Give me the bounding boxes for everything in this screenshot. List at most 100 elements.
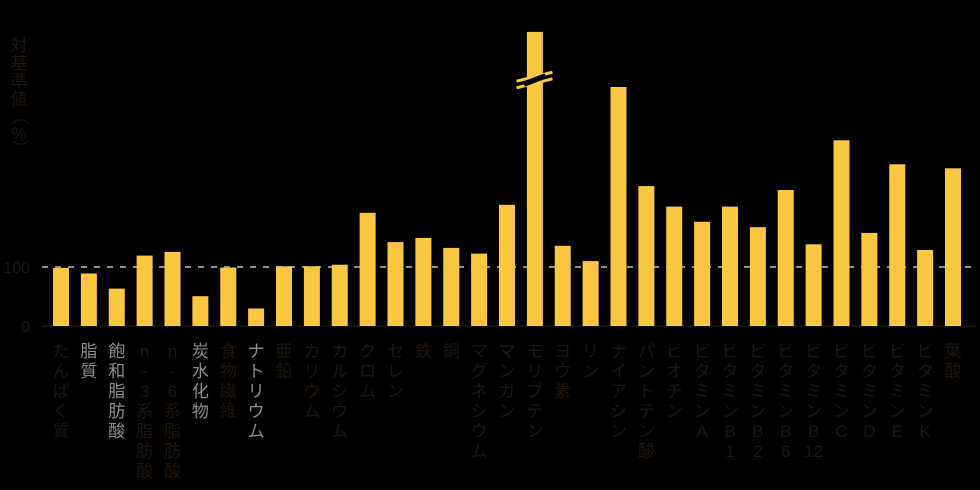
svg-text:タ: タ	[749, 362, 766, 381]
svg-text:ン: ン	[582, 362, 599, 381]
svg-text:ン: ン	[917, 402, 934, 421]
svg-text:テ: テ	[638, 402, 655, 421]
svg-text:炭: 炭	[192, 342, 209, 361]
svg-text:1: 1	[725, 442, 734, 461]
svg-text:質: 質	[80, 362, 97, 381]
svg-text:ビ: ビ	[749, 342, 766, 361]
svg-text:値: 値	[11, 90, 28, 109]
svg-text:カ: カ	[331, 342, 348, 361]
svg-text:タ: タ	[777, 362, 794, 381]
svg-text:ム: ム	[303, 402, 320, 421]
svg-text:B: B	[752, 422, 763, 441]
svg-text:く: く	[53, 402, 70, 421]
svg-text:ロ: ロ	[359, 362, 376, 381]
svg-text:）: ）	[10, 140, 29, 157]
svg-text:ン: ン	[638, 422, 655, 441]
svg-text:飽: 飽	[108, 342, 125, 361]
svg-text:ミ: ミ	[777, 382, 794, 401]
svg-text:タ: タ	[694, 362, 711, 381]
svg-text:グ: グ	[471, 362, 488, 381]
svg-text:ん: ん	[53, 362, 70, 381]
svg-text:酸: 酸	[945, 362, 962, 381]
svg-text:ビ: ビ	[777, 342, 794, 361]
svg-text:食: 食	[220, 342, 237, 361]
svg-text:ナ: ナ	[610, 342, 627, 361]
svg-text:ン: ン	[861, 402, 878, 421]
svg-text:ヨ: ヨ	[554, 342, 571, 361]
svg-text:肪: 肪	[108, 402, 125, 421]
svg-text:B: B	[724, 422, 735, 441]
svg-text:ン: ン	[499, 402, 516, 421]
svg-text:-: -	[170, 362, 176, 381]
svg-text:ウ: ウ	[554, 362, 571, 381]
svg-text:タ: タ	[805, 362, 822, 381]
svg-text:D: D	[863, 422, 875, 441]
svg-text:マ: マ	[499, 342, 516, 361]
svg-text:ビ: ビ	[917, 342, 934, 361]
svg-text:ガ: ガ	[499, 382, 516, 401]
svg-text:シ: シ	[610, 402, 627, 421]
svg-text:ン: ン	[387, 382, 404, 401]
svg-text:ビ: ビ	[805, 342, 822, 361]
svg-text:酸: 酸	[638, 442, 655, 461]
svg-text:ン: ン	[722, 402, 739, 421]
svg-text:モ: モ	[526, 342, 543, 361]
svg-text:系: 系	[164, 402, 181, 421]
svg-text:水: 水	[192, 362, 209, 381]
svg-text:酸: 酸	[108, 422, 125, 441]
svg-text:ミ: ミ	[833, 382, 850, 401]
svg-text:鉛: 鉛	[276, 362, 293, 381]
svg-text:E: E	[892, 422, 903, 441]
svg-text:ミ: ミ	[694, 382, 711, 401]
svg-text:ウ: ウ	[471, 422, 488, 441]
svg-text:対: 対	[11, 36, 28, 55]
svg-text:C: C	[835, 422, 847, 441]
svg-text:K: K	[919, 422, 931, 441]
svg-text:基: 基	[11, 54, 28, 73]
svg-text:ン: ン	[749, 402, 766, 421]
svg-text:ン: ン	[638, 362, 655, 381]
svg-text:ミ: ミ	[889, 382, 906, 401]
svg-text:リ: リ	[526, 362, 543, 381]
svg-text:ト: ト	[248, 362, 265, 381]
svg-text:セ: セ	[387, 342, 404, 361]
svg-text:ム: ム	[471, 442, 488, 461]
svg-text:維: 維	[220, 402, 237, 421]
svg-text:素: 素	[554, 382, 571, 401]
svg-text:酸: 酸	[164, 462, 181, 481]
svg-text:レ: レ	[387, 362, 404, 381]
svg-text:リ: リ	[582, 342, 599, 361]
svg-text:ン: ン	[805, 402, 822, 421]
svg-text:ビ: ビ	[889, 342, 906, 361]
svg-text:B: B	[780, 422, 791, 441]
svg-text:（: （	[10, 108, 29, 125]
svg-text:脂: 脂	[164, 422, 181, 441]
svg-text:2: 2	[753, 442, 762, 461]
svg-text:亜: 亜	[276, 342, 293, 361]
svg-text:A: A	[696, 422, 708, 441]
svg-text:ビ: ビ	[833, 342, 850, 361]
svg-text:化: 化	[192, 382, 209, 401]
svg-text:タ: タ	[889, 362, 906, 381]
svg-text:ン: ン	[499, 362, 516, 381]
svg-text:ア: ア	[610, 382, 627, 401]
svg-text:ン: ン	[889, 402, 906, 421]
svg-text:ミ: ミ	[917, 382, 934, 401]
svg-text:ン: ン	[526, 422, 543, 441]
svg-text:タ: タ	[833, 362, 850, 381]
svg-text:ぱ: ぱ	[53, 382, 70, 401]
svg-text:ミ: ミ	[861, 382, 878, 401]
svg-text:脂: 脂	[136, 422, 153, 441]
svg-text:系: 系	[136, 402, 153, 421]
svg-text:ナ: ナ	[248, 342, 265, 361]
svg-text:酸: 酸	[136, 462, 153, 481]
svg-text:ビ: ビ	[861, 342, 878, 361]
svg-text:B: B	[808, 422, 819, 441]
svg-text:和: 和	[108, 362, 125, 381]
svg-text:ト: ト	[638, 382, 655, 401]
svg-text:リ: リ	[248, 382, 265, 401]
svg-text:シ: シ	[331, 382, 348, 401]
svg-text:ン: ン	[833, 402, 850, 421]
svg-text:ビ: ビ	[694, 342, 711, 361]
svg-text:タ: タ	[917, 362, 934, 381]
